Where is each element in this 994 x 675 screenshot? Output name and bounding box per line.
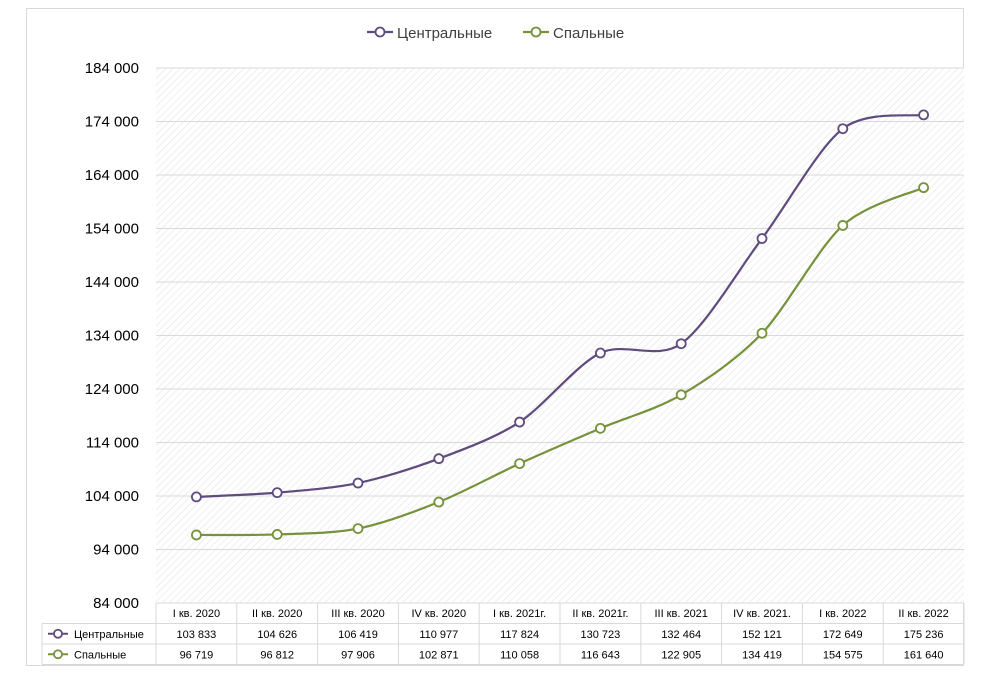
data-point xyxy=(271,487,283,499)
table-series-name: Спальные xyxy=(74,649,126,661)
legend-key-marker xyxy=(374,26,386,38)
table-cell-value: 104 626 xyxy=(257,629,297,641)
category-label: I кв. 2022 xyxy=(819,608,866,620)
category-label: IV кв. 2021. xyxy=(733,608,791,620)
data-point xyxy=(675,338,687,350)
data-point xyxy=(918,182,929,194)
series-residential xyxy=(190,182,929,541)
chart-frame: Центральные Спальные 84 000 94 000 104 000 1… xyxy=(26,8,965,666)
data-point xyxy=(190,491,202,503)
data-point xyxy=(837,220,849,231)
legend-label: Спальные xyxy=(553,25,624,42)
table-cell-value: 172 649 xyxy=(823,629,863,641)
category-label: I кв. 2020 xyxy=(173,608,220,620)
data-point xyxy=(595,422,606,434)
chart-legend: Центральные Спальные xyxy=(367,25,624,42)
table-cell-value: 134 419 xyxy=(742,649,782,661)
table-cell-value: 175 236 xyxy=(904,629,944,641)
table-cell-value: 110 058 xyxy=(500,649,539,661)
table-cell-value: 103 833 xyxy=(177,629,217,641)
series-central xyxy=(190,109,929,503)
series-line xyxy=(196,113,924,498)
data-point xyxy=(837,123,849,135)
category-label: III кв. 2020 xyxy=(331,608,384,620)
table-cell-value: 132 464 xyxy=(661,629,701,641)
y-tick-label: 154 000 xyxy=(85,221,139,238)
table-legend-key-marker xyxy=(53,649,63,660)
legend-label: Центральные xyxy=(397,25,492,42)
y-tick-label: 94 000 xyxy=(93,542,139,559)
y-tick-label: 104 000 xyxy=(85,488,139,505)
y-tick-label: 134 000 xyxy=(85,328,139,345)
data-point xyxy=(756,327,768,339)
data-point xyxy=(433,453,445,465)
data-point xyxy=(352,477,364,489)
y-tick-label: 114 000 xyxy=(86,435,139,452)
table-cell-value: 106 419 xyxy=(338,629,378,641)
y-axis: 84 000 94 000 104 000 114 000 124 000 134 000… xyxy=(85,60,139,612)
y-tick-label: 164 000 xyxy=(85,167,139,184)
data-point xyxy=(352,523,364,535)
table-cell-value: 122 905 xyxy=(661,649,701,661)
table-cell-value: 96 812 xyxy=(260,649,294,661)
y-tick-label: 184 000 xyxy=(85,60,139,77)
data-table: I кв. 2020 II кв. 2020 III кв. 2020 IV кв. … xyxy=(41,603,965,665)
category-label: I кв. 2021г. xyxy=(493,608,546,620)
category-label: II кв. 2021г. xyxy=(572,608,628,620)
table-cell-value: 110 977 xyxy=(419,629,458,641)
data-point xyxy=(433,496,445,508)
table-cell-value: 97 906 xyxy=(341,649,375,661)
legend-key-marker xyxy=(530,26,542,38)
table-cell-value: 130 723 xyxy=(581,629,621,641)
category-label: II кв. 2022 xyxy=(898,608,948,620)
table-cell-value: 161 640 xyxy=(904,649,944,661)
data-point xyxy=(595,347,606,359)
data-point xyxy=(514,458,526,469)
data-point xyxy=(271,529,283,540)
table-legend-key-marker xyxy=(53,628,63,639)
legend-item: Спальные xyxy=(523,25,624,42)
data-point xyxy=(514,416,526,428)
y-tick-label: 174 000 xyxy=(85,114,139,131)
series-layer xyxy=(190,109,929,541)
table-cell-value: 117 824 xyxy=(500,629,539,641)
series-line xyxy=(196,186,925,537)
table-cell-value: 152 121 xyxy=(742,629,782,641)
y-tick-label: 144 000 xyxy=(85,274,139,291)
table-cell-value: 154 575 xyxy=(823,649,863,661)
table-series-name: Центральные xyxy=(74,629,144,641)
category-label: III кв. 2021 xyxy=(654,608,707,620)
data-point xyxy=(675,389,687,401)
table-cell-value: 116 643 xyxy=(581,649,620,661)
data-point xyxy=(918,109,929,121)
data-point xyxy=(756,233,768,244)
category-label: II кв. 2020 xyxy=(252,608,302,620)
line-chart: Центральные Спальные 84 000 94 000 104 000 1… xyxy=(41,25,965,665)
table-cell-value: 96 719 xyxy=(180,649,214,661)
table-cell-value: 102 871 xyxy=(419,649,459,661)
legend-item: Центральные xyxy=(367,25,492,42)
y-tick-label: 84 000 xyxy=(93,595,139,612)
y-tick-label: 124 000 xyxy=(85,381,139,398)
data-point xyxy=(190,529,202,541)
category-label: IV кв. 2020 xyxy=(411,608,466,620)
